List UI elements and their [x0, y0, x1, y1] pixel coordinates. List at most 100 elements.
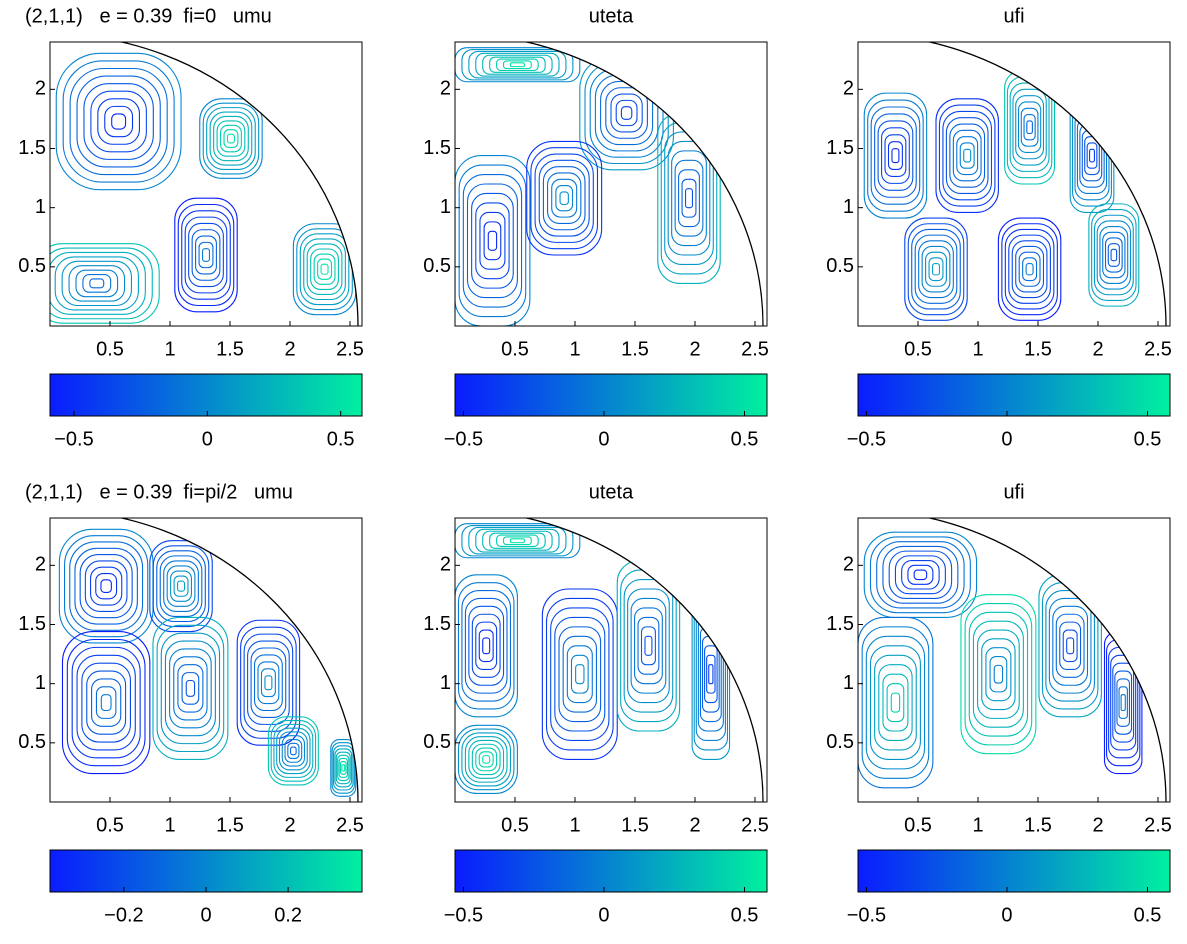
contour-line [76, 75, 161, 168]
y-tick-label: 2 [843, 78, 854, 100]
contour-line [104, 105, 134, 138]
contour-line [475, 202, 510, 280]
contour-line [284, 738, 303, 763]
contour-line [90, 90, 147, 153]
contour-line [878, 664, 913, 742]
contour-line [478, 751, 494, 768]
contour-line [1107, 243, 1120, 267]
contour-line [704, 645, 718, 704]
contour-line [1020, 107, 1039, 147]
contour-line [956, 136, 979, 176]
contour-line [542, 166, 586, 231]
contour-line [1118, 686, 1128, 719]
colorbar [454, 849, 768, 893]
contour-line [163, 560, 199, 612]
contour-line [287, 742, 300, 760]
contour-line [534, 153, 594, 243]
contour-line [50, 247, 153, 320]
contour-line [100, 694, 112, 712]
x-tick-label: 0.5 [904, 814, 932, 836]
panel-title: ufi [1003, 481, 1024, 503]
contour-line [938, 104, 996, 207]
contour-line [278, 731, 308, 771]
contour-line [177, 580, 186, 592]
contour-line [509, 538, 525, 544]
contour-line [260, 668, 276, 698]
plot-area [455, 518, 764, 802]
contour-line [152, 616, 229, 760]
contour-line [913, 569, 928, 581]
contour-line [461, 590, 512, 702]
contour-field [58, 528, 357, 797]
contour-line [1066, 637, 1075, 655]
contour-line [213, 115, 249, 162]
contour-line [1055, 613, 1085, 678]
contour-line [882, 545, 959, 604]
contour-line [674, 159, 704, 237]
contour-line [1088, 203, 1140, 307]
panel-title: ufi [1003, 5, 1024, 27]
contour-line [541, 588, 618, 760]
contour-line [471, 743, 501, 776]
contour-line [1025, 262, 1034, 276]
contour-line [530, 147, 599, 250]
contour-field [50, 52, 357, 324]
contour-line [181, 210, 231, 300]
x-tick-label: 0.5 [501, 814, 529, 836]
x-tick-label: 2.5 [1144, 814, 1172, 836]
contour-line [482, 755, 491, 764]
contour-line [1110, 654, 1137, 751]
colorbar [49, 373, 363, 417]
contour-line [461, 525, 574, 557]
contour-line [911, 228, 961, 310]
contour-line [1006, 76, 1053, 179]
colorbar-tick-label: 0.5 [731, 904, 759, 926]
contour-line [887, 141, 903, 171]
contour-line [50, 243, 160, 324]
contour-line [455, 155, 531, 326]
contour-line [71, 646, 141, 759]
plot-area [58, 518, 359, 802]
contour-line [1062, 629, 1078, 663]
contour-line [496, 534, 539, 547]
contour-line [877, 120, 914, 191]
contour-line [865, 635, 926, 770]
y-tick-label: 1 [440, 672, 451, 694]
contour-line [95, 686, 117, 719]
contour-line [931, 262, 941, 276]
contour-line [894, 555, 946, 595]
contour-line [627, 588, 670, 704]
contour-line [479, 211, 506, 270]
contour-line [455, 523, 581, 559]
contour-line [972, 620, 1024, 728]
panel-title: uteta [589, 481, 634, 503]
contour-line [977, 629, 1020, 719]
contour-line [891, 148, 900, 164]
contour-line [925, 251, 947, 287]
contour-line [468, 739, 505, 779]
contour-line [337, 754, 350, 782]
contour-line [177, 664, 204, 713]
contour-line [874, 113, 917, 198]
contour-line [1008, 234, 1051, 304]
contour-line [464, 597, 508, 694]
y-tick-label: 1.5 [423, 613, 451, 635]
x-tick-label: 2.5 [1144, 338, 1172, 360]
contour-line [881, 127, 910, 184]
plot-area [863, 42, 1167, 326]
x-tick-label: 0.5 [96, 338, 124, 360]
contour-line [55, 52, 182, 191]
contour-line [959, 142, 975, 169]
contour-line [303, 238, 346, 301]
y-tick-label: 1 [843, 196, 854, 218]
contour-line [247, 640, 290, 725]
contour-line [458, 164, 527, 318]
contour-line [1012, 88, 1047, 166]
contour-line [1114, 670, 1133, 735]
contour-line [681, 178, 697, 218]
contour-line [869, 645, 921, 760]
x-tick-label: 1 [569, 338, 580, 360]
contour-line [100, 579, 112, 594]
contour-line [333, 745, 354, 791]
contour-line [708, 664, 714, 685]
